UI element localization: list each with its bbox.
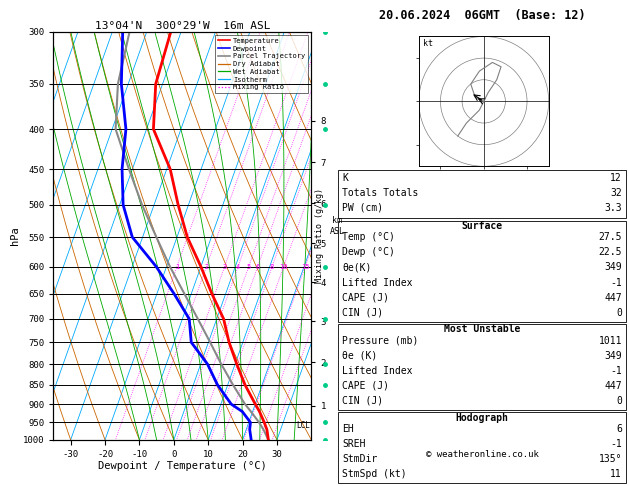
Text: 6: 6	[616, 424, 622, 434]
Title: 13°04'N  300°29'W  16m ASL: 13°04'N 300°29'W 16m ASL	[94, 21, 270, 31]
Text: 349: 349	[604, 262, 622, 273]
Text: -1: -1	[610, 439, 622, 449]
Text: PW (cm): PW (cm)	[342, 203, 383, 213]
Text: 0: 0	[616, 308, 622, 318]
Text: LCL: LCL	[296, 421, 309, 431]
Text: SREH: SREH	[342, 439, 365, 449]
Text: CAPE (J): CAPE (J)	[342, 381, 389, 391]
Text: Pressure (mb): Pressure (mb)	[342, 336, 418, 346]
Text: -1: -1	[610, 278, 622, 288]
Text: 3: 3	[223, 263, 226, 270]
Text: 447: 447	[604, 381, 622, 391]
Text: 10: 10	[279, 263, 288, 270]
Text: 4: 4	[236, 263, 240, 270]
Text: Mixing Ratio (g/kg): Mixing Ratio (g/kg)	[314, 188, 323, 283]
Text: CAPE (J): CAPE (J)	[342, 293, 389, 303]
X-axis label: Dewpoint / Temperature (°C): Dewpoint / Temperature (°C)	[98, 461, 267, 471]
Text: 1011: 1011	[599, 336, 622, 346]
Text: 15: 15	[301, 263, 309, 270]
Text: StmSpd (kt): StmSpd (kt)	[342, 469, 407, 479]
Text: 8: 8	[270, 263, 274, 270]
Text: 12: 12	[610, 173, 622, 183]
Text: Most Unstable: Most Unstable	[444, 324, 520, 334]
Text: © weatheronline.co.uk: © weatheronline.co.uk	[426, 450, 538, 459]
Text: 32: 32	[610, 188, 622, 198]
Text: Lifted Index: Lifted Index	[342, 278, 413, 288]
Text: Totals Totals: Totals Totals	[342, 188, 418, 198]
Legend: Temperature, Dewpoint, Parcel Trajectory, Dry Adiabat, Wet Adiabat, Isotherm, Mi: Temperature, Dewpoint, Parcel Trajectory…	[214, 35, 308, 93]
Text: Temp (°C): Temp (°C)	[342, 232, 395, 243]
Text: 0: 0	[616, 396, 622, 406]
Text: StmDir: StmDir	[342, 454, 377, 464]
Text: 349: 349	[604, 351, 622, 361]
Text: EH: EH	[342, 424, 354, 434]
Y-axis label: km
ASL: km ASL	[330, 216, 344, 236]
Text: 3.3: 3.3	[604, 203, 622, 213]
Text: 11: 11	[610, 469, 622, 479]
Text: Hodograph: Hodograph	[455, 413, 509, 423]
Text: 20.06.2024  06GMT  (Base: 12): 20.06.2024 06GMT (Base: 12)	[379, 9, 586, 22]
Text: 447: 447	[604, 293, 622, 303]
Text: 27.5: 27.5	[599, 232, 622, 243]
Text: Lifted Index: Lifted Index	[342, 366, 413, 376]
Text: kt: kt	[423, 38, 433, 48]
Text: 22.5: 22.5	[599, 247, 622, 258]
Text: -1: -1	[610, 366, 622, 376]
Text: Surface: Surface	[462, 221, 503, 231]
Text: 135°: 135°	[599, 454, 622, 464]
Y-axis label: hPa: hPa	[10, 226, 20, 245]
Text: θe(K): θe(K)	[342, 262, 372, 273]
Text: 2: 2	[204, 263, 208, 270]
Text: θe (K): θe (K)	[342, 351, 377, 361]
Text: CIN (J): CIN (J)	[342, 308, 383, 318]
Text: 5: 5	[247, 263, 251, 270]
Text: 6: 6	[255, 263, 260, 270]
Text: Dewp (°C): Dewp (°C)	[342, 247, 395, 258]
Text: CIN (J): CIN (J)	[342, 396, 383, 406]
Text: 1: 1	[175, 263, 179, 270]
Text: K: K	[342, 173, 348, 183]
